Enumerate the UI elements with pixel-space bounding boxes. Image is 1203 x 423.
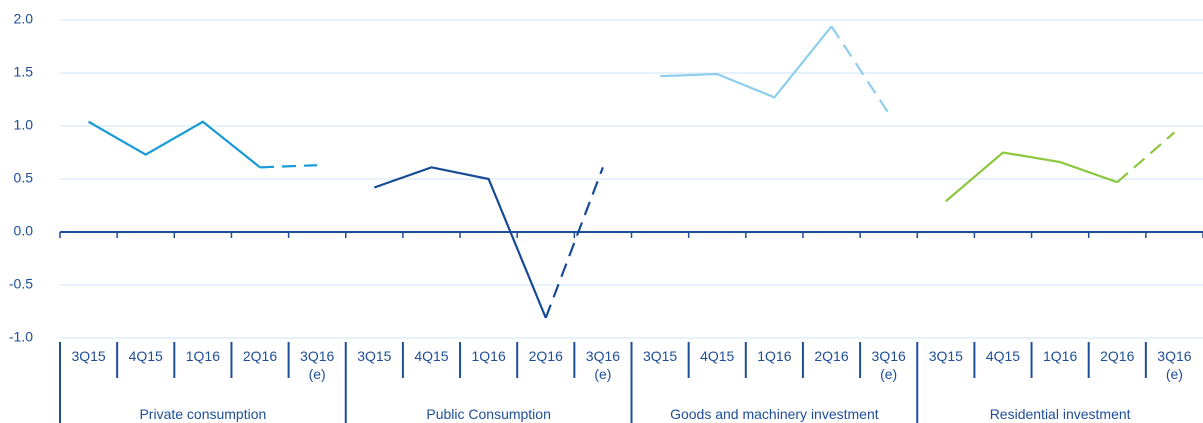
series-line-estimate <box>1116 131 1176 184</box>
series-line-estimate <box>544 166 604 319</box>
x-tick-label: 3Q15 <box>642 348 678 364</box>
x-tick-label: 3Q16 (e) <box>300 348 335 382</box>
x-tick-label: 4Q15 <box>128 348 163 364</box>
x-tick-label: 4Q15 <box>414 348 449 364</box>
y-tick-label: 1.5 <box>14 64 34 80</box>
group-label: Public Consumption <box>426 406 551 422</box>
series-line <box>945 151 1118 203</box>
y-tick-label: 2.0 <box>14 11 34 27</box>
x-tick-label: 3Q16 (e) <box>585 348 621 382</box>
x-tick-label: 3Q16 (e) <box>871 348 906 382</box>
x-tick-label: 3Q15 <box>71 348 106 364</box>
group-label: Goods and machinery investment <box>670 406 879 422</box>
x-tick-label: 2Q16 <box>1100 348 1135 364</box>
x-tick-label: 3Q16 (e) <box>1157 348 1192 382</box>
x-tick-label: 1Q16 <box>185 348 220 364</box>
series-line-estimate <box>259 164 318 169</box>
y-tick-label: -1.0 <box>9 329 33 345</box>
x-tick-label: 4Q15 <box>985 348 1021 364</box>
x-tick-label: 3Q15 <box>928 348 963 364</box>
x-tick-label: 1Q16 <box>757 348 792 364</box>
series-line <box>373 166 547 319</box>
x-tick-label: 4Q15 <box>700 348 735 364</box>
y-tick-label: 1.0 <box>14 117 34 133</box>
x-tick-label: 2Q16 <box>814 348 849 364</box>
series-line <box>660 25 833 99</box>
series-line-estimate <box>830 25 890 114</box>
series-line <box>88 120 261 169</box>
group-label: Private consumption <box>139 406 267 422</box>
x-tick-label: 2Q16 <box>528 348 563 364</box>
y-tick-label: 0.5 <box>14 170 34 186</box>
x-tick-label: 2Q16 <box>242 348 278 364</box>
y-tick-label: -0.5 <box>9 276 33 292</box>
group-label: Residential investment <box>989 406 1131 422</box>
x-tick-label: 3Q15 <box>357 348 392 364</box>
x-tick-label: 1Q16 <box>1042 348 1078 364</box>
x-tick-label: 1Q16 <box>471 348 506 364</box>
y-tick-label: 0.0 <box>14 223 34 239</box>
